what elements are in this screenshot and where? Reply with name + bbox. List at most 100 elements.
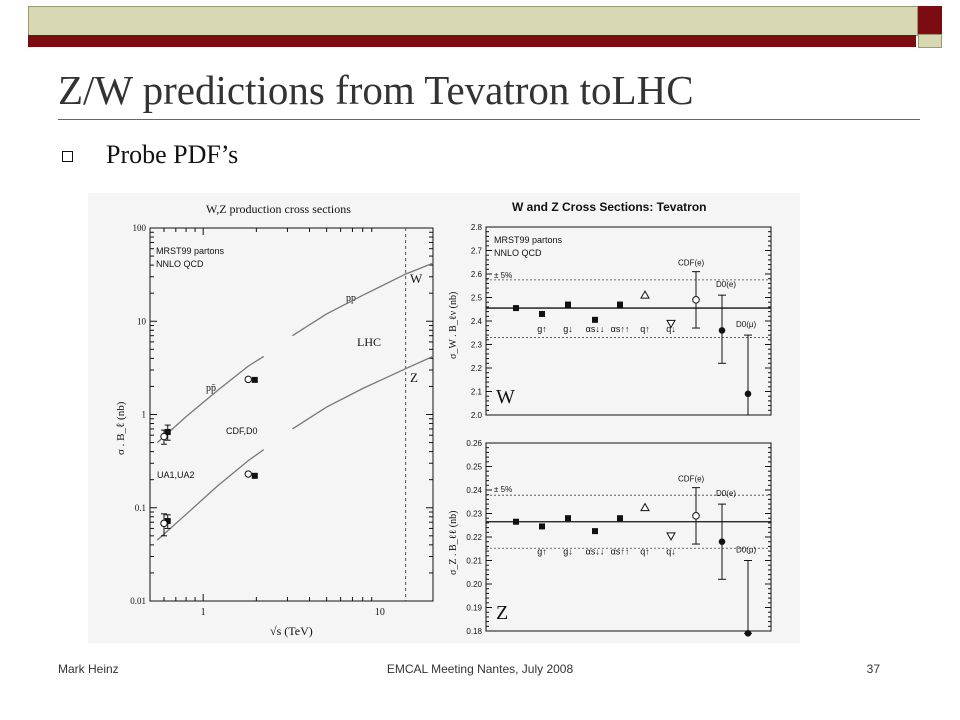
footer-event: EMCAL Meeting Nantes, July 2008: [386, 662, 574, 676]
ppbar-label: pp̄: [206, 383, 216, 394]
right-panels: 2.8 2.7 2.6 2.5 2.4 2.3 2.2 2.1 2.0 σ_W . B_ℓν (n…: [448, 223, 772, 637]
y-tick-label: 0.25: [466, 463, 482, 472]
title-rule: [58, 119, 920, 120]
measurement-label: D0(e): [716, 489, 736, 498]
variation-label: q↑: [640, 324, 650, 334]
footer-page-number: 37: [866, 662, 880, 676]
y-tick-label: 0.20: [466, 580, 482, 589]
measurement-label: D0(μ): [736, 320, 757, 329]
title-band-accent: [28, 35, 916, 47]
variation-point-down: [666, 532, 676, 541]
variation-point: [592, 316, 598, 323]
variation-point: [565, 301, 571, 308]
variation-point-down: [666, 319, 676, 329]
y-tick-label: 10: [137, 316, 147, 326]
ua-label: UA1,UA2: [157, 470, 195, 480]
left-x-axis-label: √s (TeV): [270, 624, 313, 638]
variation-point: [617, 301, 623, 308]
variation-point: [539, 523, 545, 530]
y-tick-label: 2.6: [471, 270, 483, 279]
data-point-open: [160, 519, 168, 528]
measurement-label: CDF(e): [678, 475, 705, 484]
data-point-open: [244, 470, 252, 478]
z-curve-label: Z: [410, 370, 418, 385]
panel-name: W: [496, 386, 515, 408]
left-points: [160, 375, 258, 537]
variation-label: αs↓↓: [586, 324, 605, 334]
y-tick-label: 0.19: [466, 604, 482, 613]
measurement-point: [718, 538, 726, 545]
y-tick-label: 2.7: [471, 247, 483, 256]
pp-label: pp: [346, 293, 356, 304]
variation-label: q↓: [666, 547, 676, 557]
y-tick-label: 0.18: [466, 627, 482, 636]
curve-z: [156, 449, 265, 541]
curve-z: [292, 355, 434, 430]
variation-label: g↓: [563, 324, 573, 334]
variation-label: g↑: [537, 324, 547, 334]
band-label: ± 5%: [494, 271, 512, 280]
bullet-text: Probe PDF’s: [106, 140, 239, 169]
lhc-label: LHC: [357, 335, 381, 349]
cdf-d0-label: CDF,D0: [226, 426, 258, 436]
panel-name: Z: [496, 602, 508, 624]
measurement-point: [718, 327, 726, 334]
left-y-axis-label: σ . B_ℓ (nb): [115, 401, 127, 455]
panel-z: 0.26 0.25 0.24 0.23 0.22 0.21 0.20 0.19 0.18 σ_Z …: [448, 439, 772, 637]
data-point: [164, 518, 171, 525]
y-tick-label: 0.01: [130, 596, 146, 606]
right-chart-title: W and Z Cross Sections: Tevatron: [512, 200, 706, 214]
panel-y-label: σ_W . B_ℓν (nb): [448, 292, 459, 359]
data-point-open: [160, 432, 168, 441]
data-point-open: [244, 375, 252, 384]
variation-label: αs↑↑: [611, 547, 630, 557]
reference-point: [513, 305, 519, 312]
y-tick-label: 2.0: [471, 411, 483, 420]
y-tick-label: 1: [142, 410, 147, 420]
left-chart: W,Z production cross sections MRST99 par…: [115, 202, 434, 638]
y-tick-label: 0.26: [466, 439, 482, 448]
variation-point: [617, 515, 623, 522]
measurement-point-open: [692, 296, 700, 304]
measurement-point: [744, 390, 752, 398]
variation-label: q↓: [666, 324, 676, 334]
right-chart: W and Z Cross Sections: Tevatron 2.8 2.7 2…: [448, 200, 772, 637]
left-curves: [156, 228, 434, 601]
left-ticks: 1 10 100 10 1 0.1 0.01: [130, 223, 433, 618]
left-chart-title: W,Z production cross sections: [206, 202, 351, 216]
reference-point: [513, 518, 519, 525]
data-point: [164, 428, 171, 435]
figure: W,Z production cross sections MRST99 par…: [88, 193, 800, 643]
variation-point-up: [640, 502, 650, 512]
title-band: [28, 6, 918, 36]
variation-label: g↑: [537, 547, 547, 557]
left-plot-frame: [149, 227, 434, 602]
y-tick-label: 2.1: [471, 388, 483, 397]
panel-y-label: σ_Z . B_ℓℓ (nb): [448, 511, 459, 575]
variation-label: q↑: [640, 547, 650, 557]
y-tick-label: 2.8: [471, 223, 483, 232]
variation-point-up: [640, 290, 650, 299]
variation-point: [592, 528, 598, 535]
variation-label: αs↓↓: [586, 547, 605, 557]
variation-label: g↓: [563, 547, 573, 557]
variation-point: [565, 515, 571, 522]
figure-svg: W,Z production cross sections MRST99 par…: [115, 200, 772, 638]
curve-w: [156, 355, 265, 444]
y-tick-label: 0.22: [466, 533, 482, 542]
measurement-point: [744, 630, 752, 637]
y-tick-label: 100: [133, 223, 147, 233]
measurement-point-open: [692, 512, 700, 520]
panel-frame: [485, 442, 772, 632]
panel-header-text: NNLO QCD: [494, 248, 542, 258]
data-point: [251, 376, 258, 383]
y-tick-label: 0.24: [466, 486, 482, 495]
variation-point: [539, 310, 545, 317]
variation-label: αs↑↑: [611, 324, 630, 334]
data-point: [251, 472, 258, 479]
left-order-label: NNLO QCD: [156, 259, 204, 269]
footer-author: Mark Heinz: [58, 662, 119, 676]
band-label: ± 5%: [494, 485, 512, 494]
left-partons-label: MRST99 partons: [156, 246, 225, 256]
w-curve-label: W: [410, 271, 423, 286]
